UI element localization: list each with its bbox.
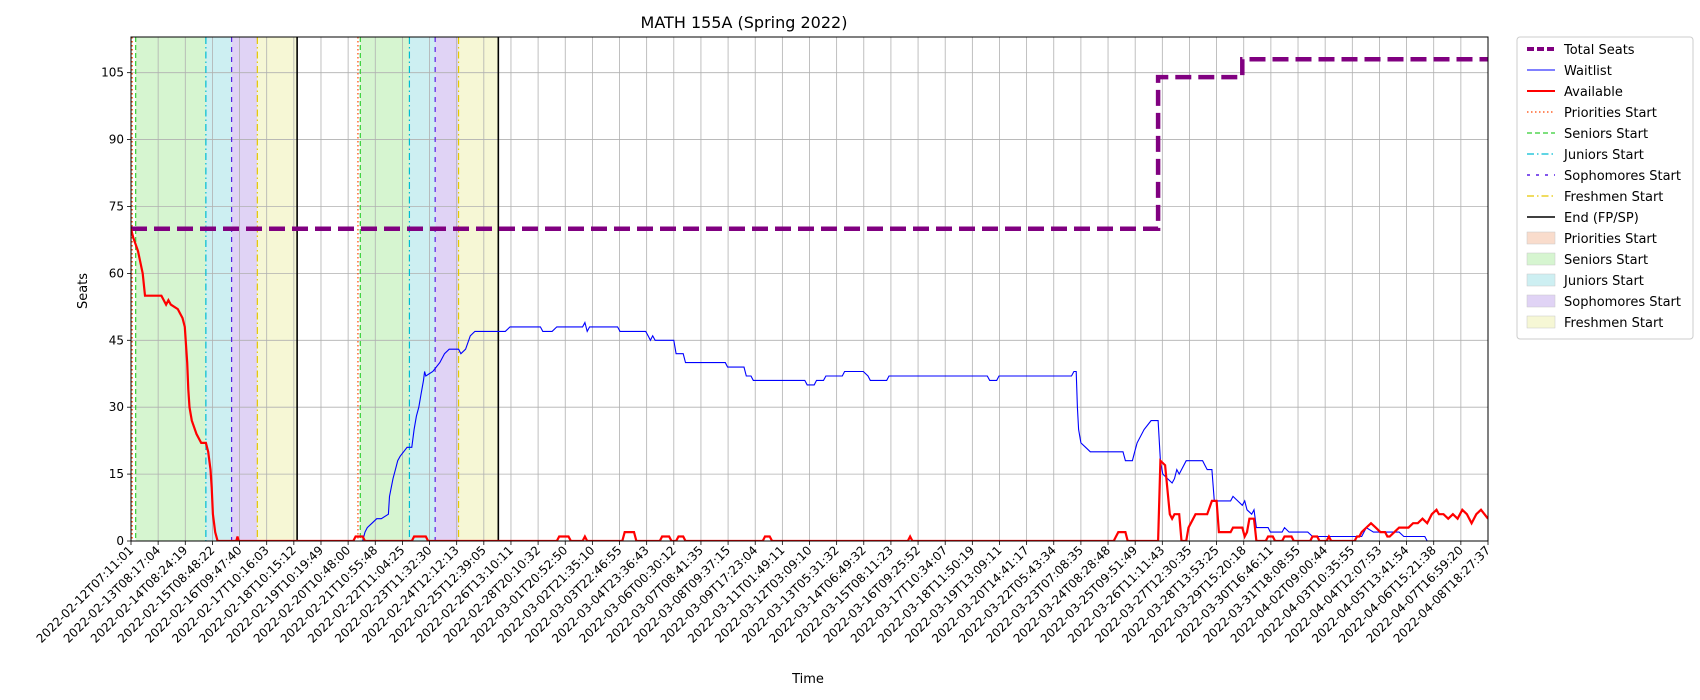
legend-label: Seniors Start	[1564, 127, 1648, 142]
legend-swatch	[1526, 315, 1556, 329]
legend-label: Sophomores Start	[1564, 295, 1681, 310]
series-line-waitlist	[131, 320, 1488, 541]
legend-label: Juniors Start	[1563, 148, 1644, 163]
period-span	[409, 37, 436, 541]
legend-label: End (FP/SP)	[1564, 211, 1639, 226]
legend-label: Priorities Start	[1564, 232, 1657, 247]
y-tick-label: 105	[101, 66, 124, 80]
y-tick-label: 75	[109, 199, 124, 213]
x-axis-label: Time	[791, 672, 824, 687]
period-span	[231, 37, 258, 541]
y-tick-label: 45	[109, 333, 124, 347]
y-tick-label: 15	[109, 467, 124, 481]
y-tick-label: 60	[109, 266, 124, 280]
legend-label: Freshmen Start	[1564, 190, 1663, 205]
series-line-available	[131, 228, 1488, 541]
legend-label: Available	[1564, 85, 1623, 100]
legend-label: Freshmen Start	[1564, 316, 1663, 331]
y-tick-label: 0	[116, 534, 124, 548]
plot-frame	[130, 36, 1489, 542]
legend-box	[1516, 36, 1694, 340]
legend-swatch	[1526, 294, 1556, 308]
legend-swatch	[1526, 273, 1556, 287]
y-tick-label: 90	[109, 133, 124, 147]
legend-label: Seniors Start	[1564, 253, 1648, 268]
legend-swatch	[1526, 231, 1556, 245]
legend-swatch	[1526, 252, 1556, 266]
legend-label: Juniors Start	[1563, 274, 1644, 289]
period-span	[360, 37, 410, 541]
legend-label: Waitlist	[1564, 64, 1612, 79]
period-span	[135, 37, 206, 541]
legend: Total Seats Waitlist Available Priorities S…	[1516, 36, 1694, 340]
y-axis-label: Seats	[76, 273, 91, 309]
legend-label: Priorities Start	[1564, 106, 1657, 121]
legend-label: Sophomores Start	[1564, 169, 1681, 184]
chart-title: MATH 155A (Spring 2022)	[641, 13, 848, 32]
period-span	[205, 37, 232, 541]
period-span	[257, 37, 298, 541]
period-span	[435, 37, 459, 541]
legend-label: Total Seats	[1563, 43, 1635, 58]
series-line-total-seats	[131, 57, 1488, 232]
period-span	[458, 37, 499, 541]
y-tick-label: 30	[109, 400, 124, 414]
plot-area: 2022-02-12T07:11:012022-02-13T08:17:0420…	[34, 36, 1493, 646]
